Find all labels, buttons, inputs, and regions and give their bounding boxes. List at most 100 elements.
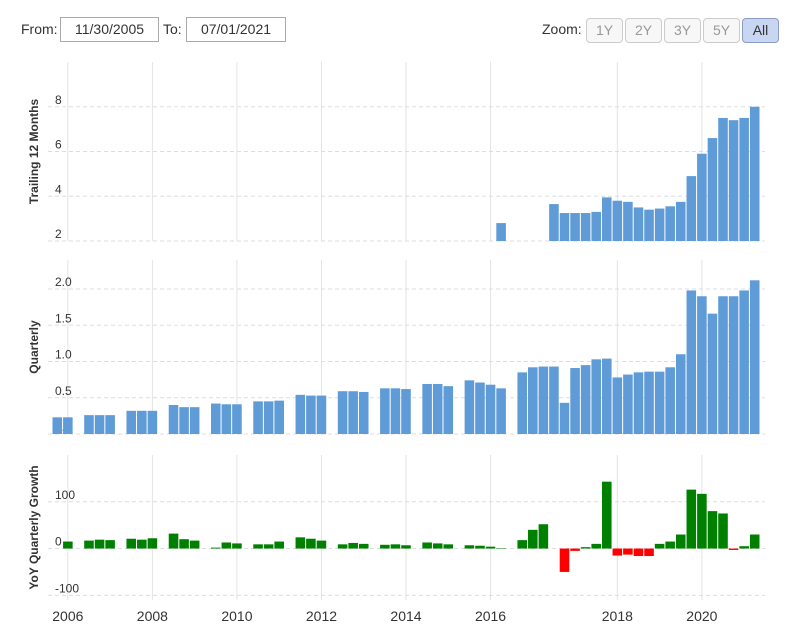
bar (63, 541, 73, 549)
x-tick-label: 2020 (686, 608, 717, 624)
bar (63, 417, 73, 434)
zoom-button[interactable]: 2Y (625, 18, 662, 43)
zoom-label: Zoom: (542, 21, 582, 37)
bar (718, 117, 728, 241)
y-tick-label: 4 (55, 182, 62, 196)
bar (189, 407, 200, 434)
y-axis-title: Trailing 12 Months (27, 99, 41, 205)
bar (337, 544, 348, 549)
y-tick-label: 2.0 (55, 275, 72, 289)
bar (189, 540, 200, 549)
bar (665, 206, 675, 241)
bar (675, 534, 686, 549)
y-tick-label: 2 (55, 227, 62, 241)
x-tick-label: 2006 (52, 608, 83, 624)
bar (422, 383, 432, 434)
bar (517, 540, 528, 549)
zoom-button[interactable]: All (742, 18, 779, 43)
bar (728, 296, 739, 434)
bar (94, 539, 105, 549)
bar (496, 223, 506, 241)
bar (644, 209, 654, 241)
bar (211, 547, 221, 549)
bar (380, 388, 390, 434)
bar (358, 543, 369, 549)
bar (686, 489, 697, 549)
bar (559, 548, 570, 572)
x-tick-label: 2008 (137, 608, 168, 624)
bar (295, 537, 306, 549)
bar (623, 201, 633, 241)
bar (654, 543, 665, 549)
bar (475, 382, 485, 434)
bar (718, 513, 728, 549)
bar (728, 120, 739, 241)
bar (274, 400, 284, 434)
bar (707, 138, 718, 241)
bar (211, 403, 221, 434)
bar (232, 543, 242, 549)
bar (422, 542, 432, 549)
bar (591, 359, 601, 434)
bar (591, 211, 601, 241)
y-tick-label: 0 (55, 535, 62, 549)
y-tick-label: 1.0 (55, 348, 72, 362)
bar (549, 366, 559, 434)
bar (697, 296, 707, 434)
bar (105, 415, 115, 434)
bar (496, 388, 506, 434)
bar (126, 410, 137, 434)
bar (580, 547, 591, 549)
bar (316, 540, 327, 549)
bar (274, 541, 284, 549)
bar (749, 280, 760, 434)
y-tick-label: 6 (55, 138, 62, 152)
y-tick-label: 0.5 (55, 384, 72, 398)
bar (644, 548, 654, 557)
from-label: From: (21, 21, 58, 37)
bar (739, 117, 749, 241)
bar (601, 358, 612, 434)
y-tick-label: 100 (55, 488, 75, 502)
bar (686, 176, 697, 241)
bar (559, 402, 570, 434)
bar (443, 544, 454, 549)
bar (623, 374, 633, 434)
bar (580, 213, 591, 241)
bar (84, 540, 94, 549)
bar (179, 539, 189, 549)
bar (401, 389, 411, 434)
y-tick-label: 8 (55, 93, 62, 107)
bar (179, 407, 189, 434)
bar (623, 548, 633, 555)
bar (697, 153, 707, 241)
bar (654, 208, 665, 241)
bar (464, 380, 475, 434)
bar (517, 372, 528, 434)
zoom-button[interactable]: 5Y (703, 18, 740, 43)
x-tick-label: 2010 (221, 608, 252, 624)
x-tick-label: 2012 (306, 608, 337, 624)
bar (390, 544, 401, 549)
to-label: To: (163, 21, 182, 37)
zoom-button[interactable]: 1Y (586, 18, 623, 43)
from-input[interactable]: 11/30/2005 (60, 17, 159, 42)
bar (570, 548, 580, 551)
bar (380, 544, 390, 549)
to-input[interactable]: 07/01/2021 (186, 17, 286, 42)
x-tick-label: 2016 (475, 608, 506, 624)
zoom-button[interactable]: 3Y (664, 18, 701, 43)
bar (337, 391, 348, 434)
y-axis-title: YoY Quarterly Growth (27, 465, 41, 589)
bar (84, 415, 94, 434)
bar (665, 367, 675, 434)
bar (538, 524, 549, 549)
bar (485, 384, 496, 434)
bar (137, 410, 147, 434)
bar (52, 417, 63, 434)
bar (633, 372, 644, 434)
bar (633, 548, 644, 557)
y-axis-title: Quarterly (27, 320, 41, 374)
